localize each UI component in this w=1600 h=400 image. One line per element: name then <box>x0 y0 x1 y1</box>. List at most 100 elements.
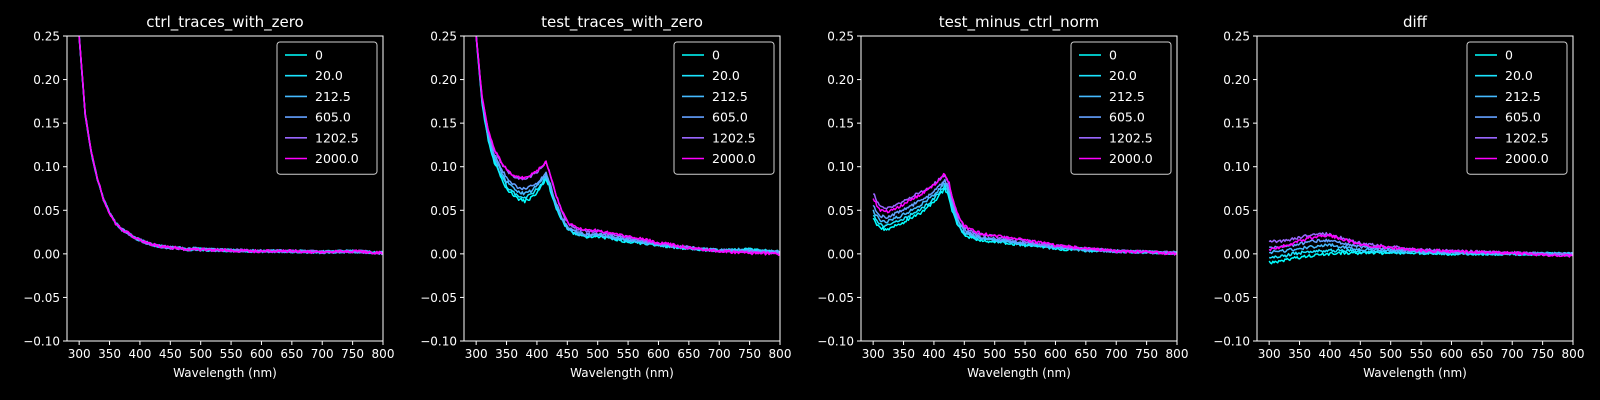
x-tick-label: 750 <box>738 347 761 361</box>
legend-entry: 20.0 <box>1505 68 1533 83</box>
x-tick-label: 400 <box>128 347 151 361</box>
legend-entry: 0 <box>315 48 323 63</box>
y-tick-label: 0.15 <box>33 117 60 131</box>
series-group <box>872 172 1177 256</box>
y-tick-label: 0.05 <box>827 204 854 218</box>
chart-title: ctrl_traces_with_zero <box>146 13 303 32</box>
plot-frame <box>463 35 781 342</box>
legend-entry: 20.0 <box>315 68 343 83</box>
x-tick-label: 600 <box>1044 347 1067 361</box>
x-tick-label: 750 <box>1531 347 1554 361</box>
y-tick-label: 0.20 <box>1223 73 1250 87</box>
series-line-2000.0 <box>872 172 1177 256</box>
legend: 0 20.0 212.5 605.0 1202.5 2000.0 <box>1466 41 1568 175</box>
legend: 0 20.0 212.5 605.0 1202.5 2000.0 <box>673 41 775 175</box>
y-tick-label: 0.10 <box>430 160 457 174</box>
series-line-2000.0 <box>1268 233 1573 258</box>
x-tick-label: 500 <box>189 347 212 361</box>
y-tick-label: 0.20 <box>827 73 854 87</box>
plot-frame <box>860 35 1178 342</box>
series-line-2000.0 <box>78 36 383 255</box>
y-tick-label: −0.10 <box>23 335 60 349</box>
x-tick-label: 800 <box>1166 347 1189 361</box>
legend-entry: 1202.5 <box>1109 130 1153 145</box>
x-tick-label: 700 <box>1105 347 1128 361</box>
y-tick-label: 0.00 <box>827 247 854 261</box>
x-tick-label: 700 <box>1501 347 1524 361</box>
y-tick-label: 0.20 <box>430 73 457 87</box>
y-tick-label: −0.10 <box>1213 335 1250 349</box>
panel-2: 300 350 400 450 500 550 600 650 700 750 800 −0.10 −0… <box>420 13 791 380</box>
x-tick-label: 800 <box>769 347 792 361</box>
series-line-2000.0 <box>475 36 780 257</box>
legend-entry: 2000.0 <box>1505 151 1549 166</box>
legend: 0 20.0 212.5 605.0 1202.5 2000.0 <box>276 41 378 175</box>
y-tick-label: 0.25 <box>1223 30 1250 44</box>
legend-entry: 20.0 <box>712 68 740 83</box>
y-tick-label: 0.05 <box>430 204 457 218</box>
x-tick-label: 300 <box>862 347 885 361</box>
y-tick-label: 0.00 <box>430 247 457 261</box>
y-tick-label: −0.05 <box>817 291 854 305</box>
x-tick-label: 500 <box>983 347 1006 361</box>
legend-entry: 212.5 <box>1505 89 1541 104</box>
legend-entry: 605.0 <box>712 110 748 125</box>
y-tick-label: 0.25 <box>430 30 457 44</box>
legend-entry: 605.0 <box>315 110 351 125</box>
x-tick-label: 300 <box>1258 347 1281 361</box>
x-tick-label: 450 <box>1349 347 1372 361</box>
x-tick-label: 750 <box>1135 347 1158 361</box>
panel-3: 300 350 400 450 500 550 600 650 700 750 800 −0.10 −0… <box>817 13 1188 380</box>
x-tick-label: 550 <box>1014 347 1037 361</box>
x-tick-label: 450 <box>556 347 579 361</box>
legend-entry: 0 <box>1109 48 1117 63</box>
plot-frame <box>66 35 384 342</box>
x-axis-label: Wavelength (nm) <box>570 366 674 380</box>
x-tick-label: 500 <box>1379 347 1402 361</box>
y-tick-label: −0.10 <box>817 335 854 349</box>
x-tick-label: 500 <box>586 347 609 361</box>
y-tick-label: 0.05 <box>1223 204 1250 218</box>
legend-entry: 605.0 <box>1505 110 1541 125</box>
x-tick-label: 400 <box>922 347 945 361</box>
x-tick-label: 800 <box>1562 347 1585 361</box>
y-tick-label: 0.10 <box>33 160 60 174</box>
legend-entry: 212.5 <box>1109 89 1145 104</box>
x-tick-label: 300 <box>465 347 488 361</box>
legend: 0 20.0 212.5 605.0 1202.5 2000.0 <box>1070 41 1172 175</box>
panel-4: 300 350 400 450 500 550 600 650 700 750 800 −0.10 −0… <box>1213 13 1584 380</box>
x-tick-label: 650 <box>1470 347 1493 361</box>
x-tick-label: 300 <box>68 347 91 361</box>
x-tick-label: 350 <box>495 347 518 361</box>
x-tick-label: 550 <box>220 347 243 361</box>
y-tick-label: 0.10 <box>1223 160 1250 174</box>
x-tick-label: 600 <box>250 347 273 361</box>
legend-entry: 1202.5 <box>315 130 359 145</box>
x-tick-label: 650 <box>1074 347 1097 361</box>
x-axis-label: Wavelength (nm) <box>967 366 1071 380</box>
y-tick-label: 0.00 <box>1223 247 1250 261</box>
x-tick-label: 650 <box>280 347 303 361</box>
legend-entry: 212.5 <box>712 89 748 104</box>
x-axis-label: Wavelength (nm) <box>1363 366 1467 380</box>
x-tick-label: 700 <box>311 347 334 361</box>
legend-entry: 0 <box>1505 48 1513 63</box>
x-tick-label: 600 <box>647 347 670 361</box>
x-tick-label: 350 <box>1288 347 1311 361</box>
y-tick-label: 0.25 <box>33 30 60 44</box>
y-tick-label: −0.05 <box>1213 291 1250 305</box>
series-line-1202.5 <box>873 174 1177 255</box>
x-axis-label: Wavelength (nm) <box>173 366 277 380</box>
legend-entry: 1202.5 <box>712 130 756 145</box>
chart-title: diff <box>1403 13 1428 31</box>
legend-entry: 2000.0 <box>1109 151 1153 166</box>
series-group <box>475 36 780 257</box>
y-tick-label: −0.10 <box>420 335 457 349</box>
chart-title: test_minus_ctrl_norm <box>939 13 1100 32</box>
y-tick-label: 0.25 <box>827 30 854 44</box>
y-tick-label: −0.05 <box>420 291 457 305</box>
series-line-605.0 <box>872 178 1177 256</box>
y-tick-label: 0.15 <box>430 117 457 131</box>
legend-entry: 605.0 <box>1109 110 1145 125</box>
